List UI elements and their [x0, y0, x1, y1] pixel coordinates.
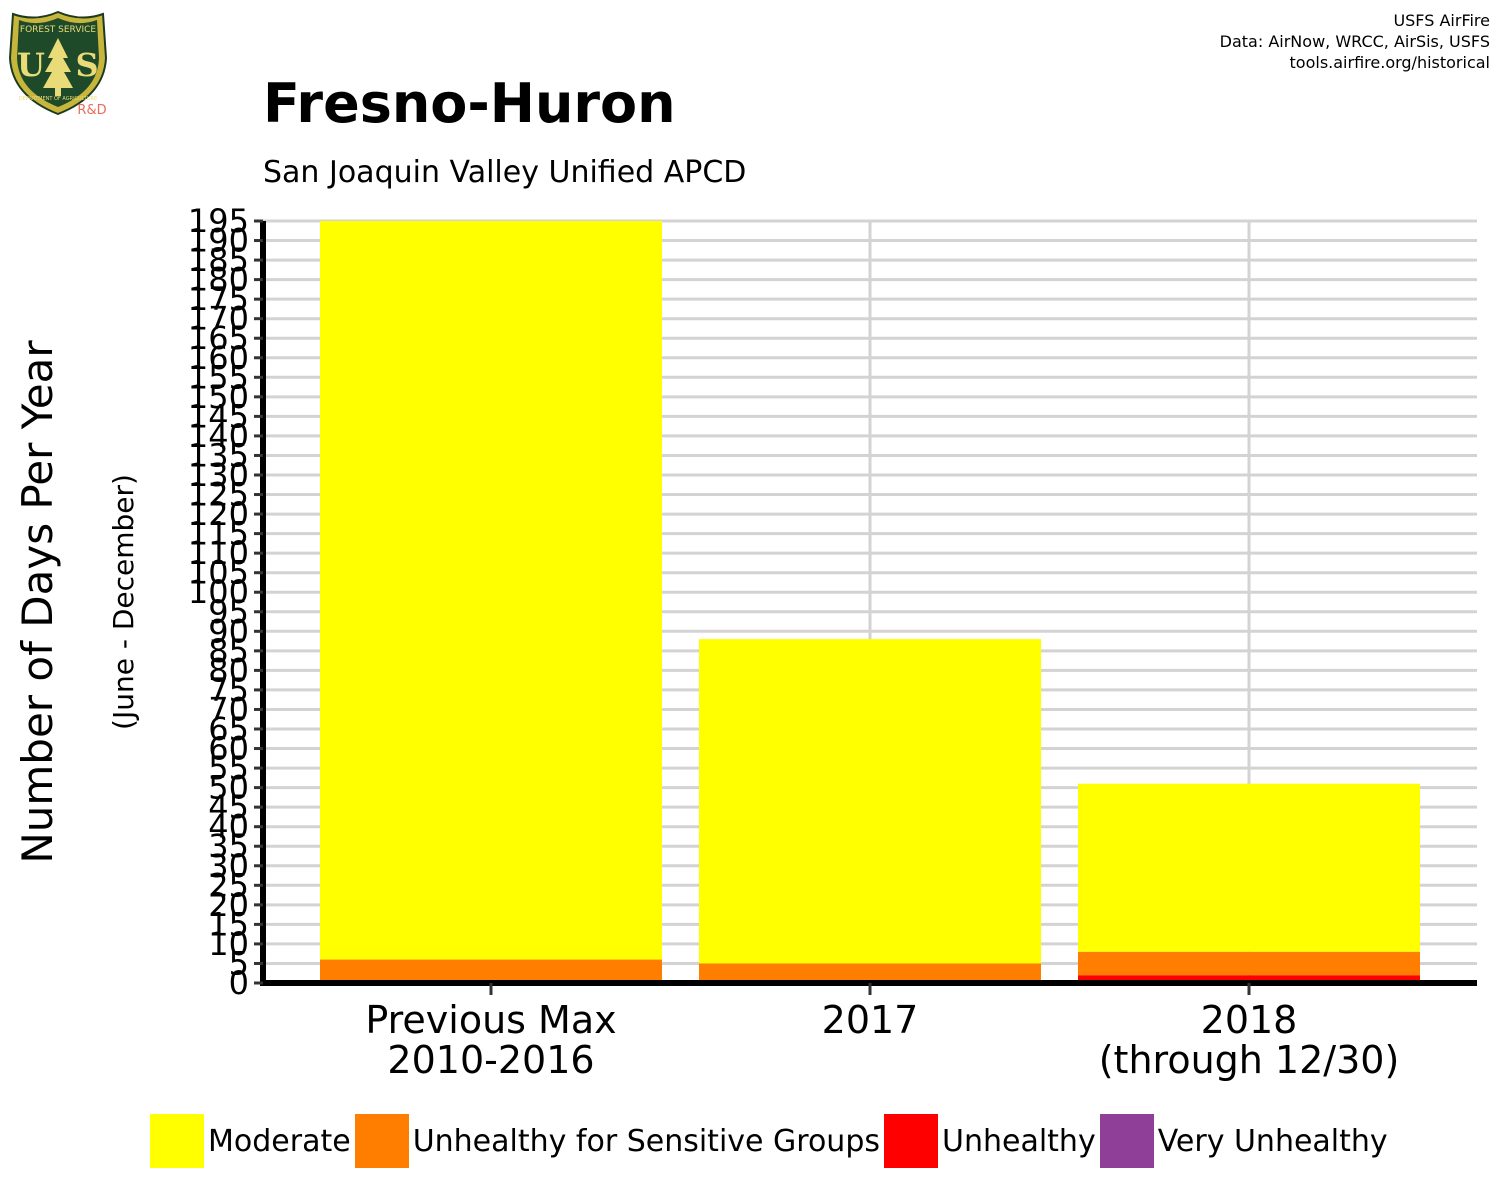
attribution-line-org: USFS AirFire: [1393, 11, 1490, 30]
y-tick-label-55: 55: [208, 749, 249, 787]
y-tick-label-145: 145: [188, 397, 249, 435]
y-tick-label-135: 135: [188, 436, 249, 474]
x-tick-label-2-0: 2018: [1201, 998, 1298, 1042]
y-tick-label-195: 195: [188, 202, 249, 240]
legend-label: Unhealthy for Sensitive Groups: [412, 1123, 880, 1159]
y-tick-label-130: 130: [188, 456, 249, 494]
y-tick-label-5: 5: [229, 944, 249, 982]
y-tick-label-140: 140: [188, 417, 249, 455]
bar-1-unhealthy-for-sensitive-groups: [699, 963, 1041, 983]
attribution-line-url: tools.airfire.org/historical: [1289, 53, 1490, 72]
y-tick-label-95: 95: [208, 593, 249, 631]
y-tick-label-30: 30: [208, 847, 249, 885]
legend-label: Unhealthy: [942, 1123, 1096, 1159]
legend-swatch: [1099, 1114, 1154, 1168]
y-tick-label-85: 85: [208, 632, 249, 670]
bar-0-unhealthy-for-sensitive-groups: [320, 959, 662, 983]
y-tick-label-25: 25: [208, 866, 249, 904]
y-tick-label-100: 100: [188, 573, 249, 611]
bar-0-moderate: [320, 221, 662, 960]
legend-label: Very Unhealthy: [1157, 1123, 1388, 1159]
y-tick-label-20: 20: [208, 886, 249, 924]
y-tick-label-120: 120: [188, 495, 249, 533]
y-tick-label-10: 10: [208, 925, 249, 963]
tree-trunk-icon: [55, 88, 61, 96]
x-tick-label-0-0: Previous Max: [365, 998, 616, 1042]
y-tick-label-180: 180: [188, 261, 249, 299]
y-tick-label-50: 50: [208, 769, 249, 807]
bar-chart: 0510152025303540455055606570758085909510…: [13, 202, 1477, 1082]
legend-swatch: [354, 1114, 409, 1168]
x-tick-label-2-1: (through 12/30): [1099, 1038, 1400, 1082]
y-tick-label-15: 15: [208, 905, 249, 943]
y-tick-label-90: 90: [208, 612, 249, 650]
y-tick-label-40: 40: [208, 808, 249, 846]
y-axis-label: Number of Days Per Year: [13, 340, 62, 864]
y-tick-label-60: 60: [208, 730, 249, 768]
legend: Moderate Unhealthy for Sensitive Groups Un…: [150, 1114, 1392, 1168]
y-tick-label-155: 155: [188, 358, 249, 396]
bar-2-unhealthy: [1078, 975, 1420, 983]
legend-swatch: [884, 1114, 938, 1168]
legend-swatch: [150, 1114, 204, 1168]
bar-1-moderate: [699, 639, 1041, 964]
y-tick-label-75: 75: [208, 671, 249, 709]
usfs-shield-logo: FOREST SERVICE U S DEPARTMENT OF AGRICUL…: [8, 10, 108, 118]
y-axis-sublabel: (June - December): [107, 474, 140, 730]
legend-item-unhealthy: Unhealthy: [884, 1114, 1096, 1168]
y-tick-label-185: 185: [188, 241, 249, 279]
tree-icon: [43, 38, 73, 88]
bar-2-unhealthy-for-sensitive-groups: [1078, 951, 1420, 976]
bar-2-moderate: [1078, 783, 1420, 952]
y-tick-label-115: 115: [188, 515, 249, 553]
logo-badge-text: FOREST SERVICE: [20, 25, 97, 35]
y-tick-label-70: 70: [208, 690, 249, 728]
logo-letter-s: S: [75, 46, 98, 84]
logo-letter-u: U: [17, 46, 45, 84]
y-tick-label-110: 110: [188, 534, 249, 572]
y-tick-label-35: 35: [208, 827, 249, 865]
y-tick-label-125: 125: [188, 476, 249, 514]
y-tick-label-0: 0: [229, 964, 249, 1002]
y-tick-label-165: 165: [188, 319, 249, 357]
y-tick-label-170: 170: [188, 300, 249, 338]
legend-item-unhealthy-for-sensitive-groups: Unhealthy for Sensitive Groups: [354, 1114, 880, 1168]
y-tick-label-160: 160: [188, 339, 249, 377]
legend-item-moderate: Moderate: [150, 1114, 351, 1168]
y-tick-label-175: 175: [188, 280, 249, 318]
x-tick-label-0-1: 2010-2016: [387, 1038, 594, 1082]
y-tick-label-45: 45: [208, 788, 249, 826]
y-tick-label-65: 65: [208, 710, 249, 748]
legend-label: Moderate: [208, 1123, 351, 1159]
logo-rd-text: R&D: [77, 103, 106, 118]
logo-dept-text: DEPARTMENT OF AGRICULTURE: [19, 96, 97, 102]
x-tick-label-1-0: 2017: [822, 998, 919, 1042]
y-tick-label-150: 150: [188, 378, 249, 416]
y-tick-label-80: 80: [208, 651, 249, 689]
y-tick-label-190: 190: [188, 222, 249, 260]
attribution-line-data: Data: AirNow, WRCC, AirSis, USFS: [1219, 32, 1490, 51]
y-tick-label-105: 105: [188, 554, 249, 592]
legend-item-very-unhealthy: Very Unhealthy: [1099, 1114, 1388, 1168]
chart-title: Fresno-Huron: [263, 72, 676, 135]
chart-subtitle: San Joaquin Valley Unified APCD: [263, 155, 747, 190]
attribution: USFS AirFire Data: AirNow, WRCC, AirSis,…: [1220, 10, 1490, 73]
